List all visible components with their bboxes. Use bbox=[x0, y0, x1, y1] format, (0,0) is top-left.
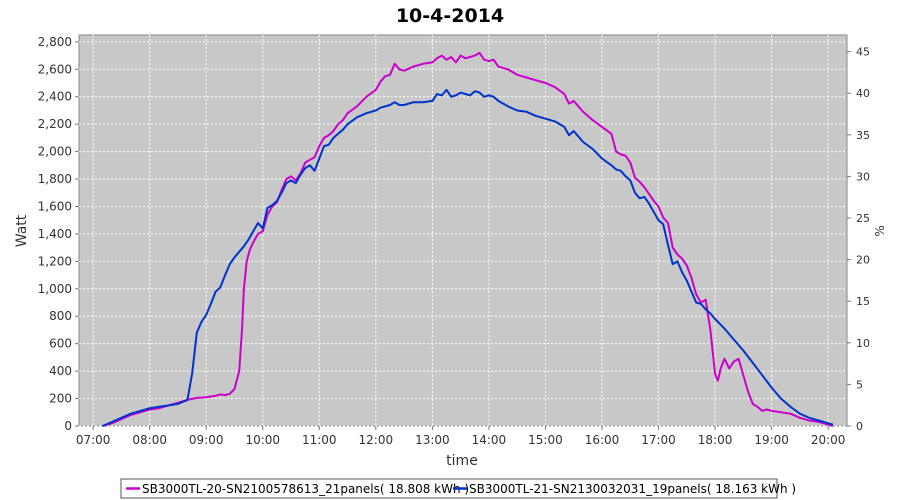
x-tick-label: 12:00 bbox=[359, 433, 394, 447]
legend-label-2: SB3000TL-21-SN2130032031_19panels( 18.16… bbox=[469, 482, 796, 496]
x-tick-label: 11:00 bbox=[302, 433, 337, 447]
y2-tick-label: 45 bbox=[856, 46, 870, 59]
legend-box bbox=[120, 478, 778, 499]
y2-tick-label: 15 bbox=[856, 295, 870, 308]
y2-tick-label: 40 bbox=[856, 87, 870, 100]
y-tick-label: 1,000 bbox=[38, 282, 72, 296]
y-tick-label: 200 bbox=[49, 392, 72, 406]
x-tick-label: 09:00 bbox=[189, 433, 224, 447]
x-tick-label: 17:00 bbox=[641, 433, 676, 447]
x-tick-label: 15:00 bbox=[528, 433, 563, 447]
legend-label-1: SB3000TL-20-SN2100578613_21panels( 18.80… bbox=[142, 482, 469, 496]
y2-axis-ticks: 0 5 10 15 20 25 30 35 40 45 bbox=[847, 46, 870, 433]
y-tick-label: 1,600 bbox=[38, 199, 72, 213]
series-line-1 bbox=[102, 51, 834, 427]
x-tick-label: 18:00 bbox=[698, 433, 733, 447]
y-tick-label: 0 bbox=[64, 419, 72, 433]
y-tick-label: 2,800 bbox=[38, 35, 72, 49]
x-tick-label: 13:00 bbox=[415, 433, 450, 447]
y-axis-label: Watt bbox=[14, 214, 30, 247]
y2-tick-label: 20 bbox=[856, 254, 870, 267]
y-tick-label: 1,800 bbox=[38, 172, 72, 186]
y2-tick-label: 0 bbox=[856, 420, 863, 433]
legend: SB3000TL-20-SN2100578613_21panels( 18.80… bbox=[120, 478, 796, 499]
x-axis-label: time bbox=[446, 453, 478, 469]
y2-tick-label: 30 bbox=[856, 170, 870, 183]
y2-axis-label: % bbox=[873, 225, 887, 236]
y-tick-label: 2,400 bbox=[38, 90, 72, 104]
series-lines bbox=[102, 51, 834, 427]
y-tick-label: 600 bbox=[49, 337, 72, 351]
x-tick-label: 19:00 bbox=[754, 433, 789, 447]
y2-tick-label: 5 bbox=[856, 378, 863, 391]
series-line-2 bbox=[102, 88, 834, 427]
y2-tick-label: 10 bbox=[856, 337, 870, 350]
y-tick-label: 1,200 bbox=[38, 254, 72, 268]
x-tick-label: 16:00 bbox=[585, 433, 620, 447]
plot-area bbox=[78, 34, 848, 427]
x-tick-label: 14:00 bbox=[472, 433, 507, 447]
chart-title: 10-4-2014 bbox=[396, 5, 504, 27]
y-tick-label: 2,600 bbox=[38, 62, 72, 76]
x-tick-label: 07:00 bbox=[76, 433, 111, 447]
y-tick-label: 400 bbox=[49, 364, 72, 378]
y-tick-label: 1,400 bbox=[38, 227, 72, 241]
y-tick-label: 2,000 bbox=[38, 145, 72, 159]
y2-tick-label: 35 bbox=[856, 129, 870, 142]
grid-lines bbox=[79, 35, 847, 427]
x-tick-label: 08:00 bbox=[132, 433, 167, 447]
x-axis-ticks: 07:00 08:00 09:00 10:00 11:00 12:00 13:00 14:00… bbox=[76, 426, 846, 447]
x-tick-label: 10:00 bbox=[245, 433, 280, 447]
y-tick-label: 2,200 bbox=[38, 117, 72, 131]
x-tick-label: 20:00 bbox=[811, 433, 846, 447]
y-axis-ticks: 0 200 400 600 800 1,000 1,200 1,400 1,600 1,800 2,… bbox=[38, 35, 79, 433]
y-tick-label: 800 bbox=[49, 309, 72, 323]
y2-tick-label: 25 bbox=[856, 212, 870, 225]
